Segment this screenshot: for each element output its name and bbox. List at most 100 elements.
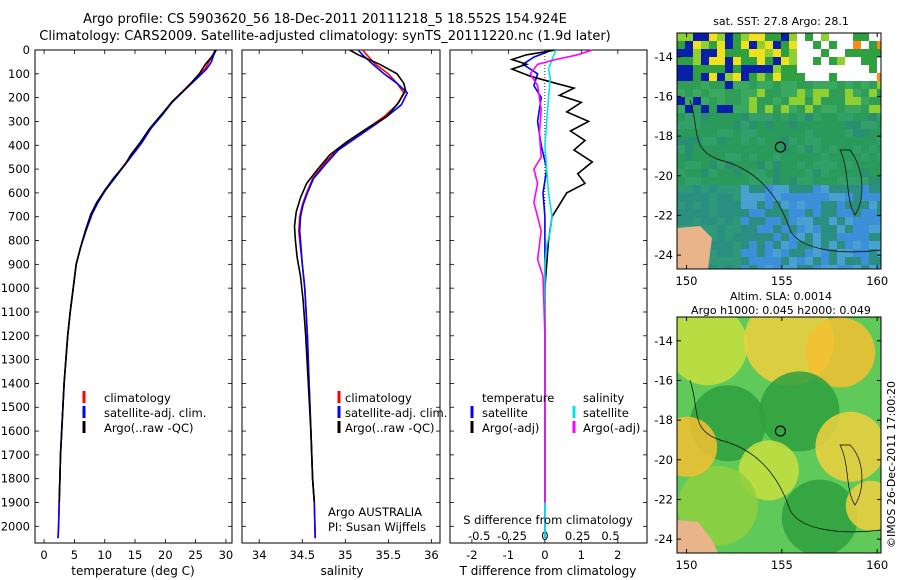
sst-cell <box>853 113 861 121</box>
map-ytick-label: -18 <box>654 129 673 143</box>
sst-cell <box>693 153 701 161</box>
sst-cell <box>853 201 861 209</box>
sst-cell <box>853 177 861 185</box>
sst-cell <box>821 201 829 209</box>
sst-cell <box>709 225 717 233</box>
sst-cell <box>741 185 749 193</box>
sst-cell <box>861 129 869 137</box>
sla-blob <box>815 411 881 482</box>
sst-cell <box>845 33 853 41</box>
sst-cell <box>685 193 693 201</box>
sst-cell <box>781 241 789 249</box>
sst-cell <box>869 97 877 105</box>
ytick-label: 100 <box>8 67 30 81</box>
sst-cell <box>813 81 821 89</box>
sst-cell <box>749 129 757 137</box>
sst-cell <box>733 177 741 185</box>
sst-cell <box>877 81 881 89</box>
sst-cell <box>813 201 821 209</box>
sst-cell <box>733 257 741 265</box>
sst-cell <box>725 209 733 217</box>
sst-cell <box>805 129 813 137</box>
sst-cell <box>813 193 821 201</box>
sst-cell <box>693 49 701 57</box>
sst-cell <box>805 113 813 121</box>
sst-cell <box>821 153 829 161</box>
sst-cell <box>701 217 709 225</box>
sst-cell <box>789 233 797 241</box>
sst-cell <box>757 201 765 209</box>
sst-cell <box>749 57 757 65</box>
sst-cell <box>829 41 837 49</box>
sst-cell <box>837 49 845 57</box>
sst-cell <box>861 153 869 161</box>
sst-cell <box>701 153 709 161</box>
sst-cell <box>781 49 789 57</box>
sst-cell <box>853 49 861 57</box>
sst-cell <box>677 217 685 225</box>
map-ytick-label: -22 <box>654 492 673 506</box>
sst-cell <box>869 153 877 161</box>
sst-cell <box>733 193 741 201</box>
xtick-label: -1 <box>503 548 514 562</box>
sst-cell <box>685 185 693 193</box>
ytick-label: 1300 <box>1 353 30 367</box>
sst-cell <box>813 57 821 65</box>
sst-cell <box>693 81 701 89</box>
sst-cell <box>749 177 757 185</box>
sst-cell <box>693 169 701 177</box>
sst-cell <box>741 97 749 105</box>
sst-cell <box>701 105 709 113</box>
sst-cell <box>853 145 861 153</box>
sst-cell <box>717 113 725 121</box>
map-ytick-label: -22 <box>654 208 673 222</box>
sst-cell <box>685 41 693 49</box>
sst-cell <box>685 89 693 97</box>
sst-cell <box>773 185 781 193</box>
sst-cell <box>749 89 757 97</box>
sst-cell <box>701 89 709 97</box>
sst-cell <box>741 153 749 161</box>
sst-cell <box>781 265 789 269</box>
sst-cell <box>717 97 725 105</box>
sst-cell <box>853 129 861 137</box>
sst-cell <box>749 97 757 105</box>
xtick-label: 5 <box>71 548 78 562</box>
sst-cell <box>813 265 821 269</box>
sst-cell <box>765 185 773 193</box>
sst-cell <box>765 65 773 73</box>
sst-cell <box>757 65 765 73</box>
sst-cell <box>861 177 869 185</box>
sst-cell <box>813 129 821 137</box>
sst-cell <box>789 169 797 177</box>
xtick-label: -2 <box>466 548 477 562</box>
sst-cell <box>821 49 829 57</box>
ytick-label: 200 <box>8 91 30 105</box>
sst-cell <box>789 113 797 121</box>
sst-cell <box>773 249 781 257</box>
sst-cell <box>773 257 781 265</box>
sst-cell <box>861 185 869 193</box>
sst-cell <box>725 161 733 169</box>
sst-cell <box>869 57 877 65</box>
sst-cell <box>797 105 805 113</box>
sst-cell <box>877 105 881 113</box>
temperature-panel: 0100200300400500600700800900100011001200… <box>1 43 234 578</box>
sst-cell <box>741 113 749 121</box>
xtick-label: 20 <box>158 548 173 562</box>
sst-cell <box>685 81 693 89</box>
sst-cell <box>733 97 741 105</box>
sst-cell <box>709 249 717 257</box>
ytick-label: 800 <box>8 234 30 248</box>
sst-cell <box>805 137 813 145</box>
sst-cell <box>877 249 881 257</box>
sst-cell <box>717 89 725 97</box>
sst-cell <box>861 241 869 249</box>
sst-cell <box>717 73 725 81</box>
sst-cell <box>725 185 733 193</box>
sst-cell <box>733 65 741 73</box>
diff-legend-temperature-title: temperature <box>482 391 554 405</box>
sst-cell <box>765 73 773 81</box>
sst-cell <box>757 153 765 161</box>
sst-cell <box>789 209 797 217</box>
